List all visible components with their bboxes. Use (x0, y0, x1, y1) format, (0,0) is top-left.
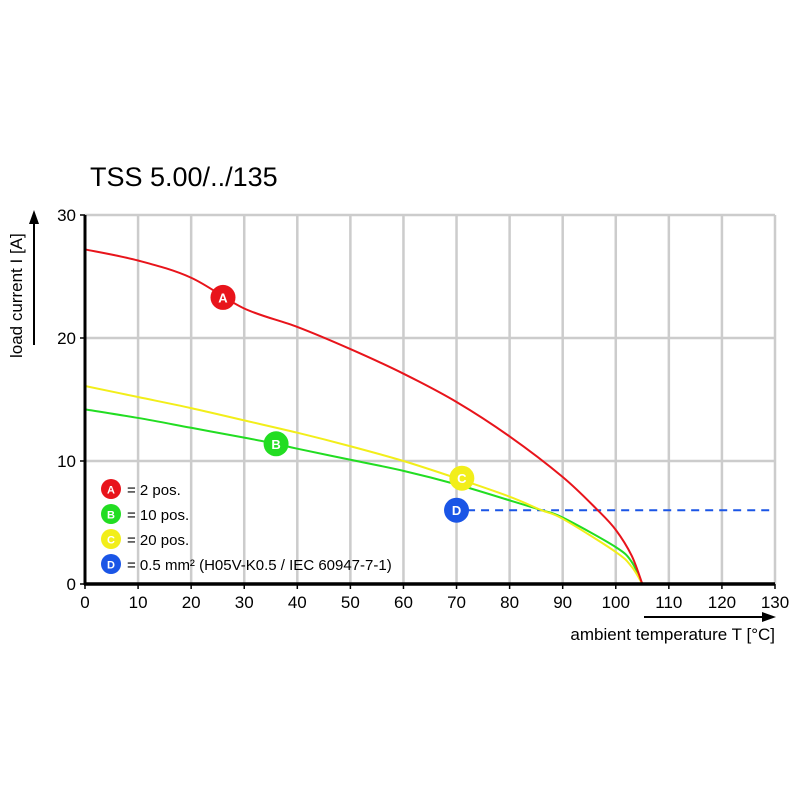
legend-A-marker (101, 479, 121, 499)
series-C-line (84, 384, 644, 585)
x-tick-label: 40 (288, 593, 307, 612)
series-A-line (84, 248, 644, 585)
series-A-marker (210, 284, 236, 310)
series-A-marker-label: A (218, 290, 228, 305)
legend-C-marker (101, 529, 121, 549)
y-tick-label: 20 (57, 329, 76, 348)
legend-A-letter: A (107, 485, 115, 497)
x-axis-arrow (644, 612, 776, 622)
x-tick-label: 20 (182, 593, 201, 612)
x-tick-label: 120 (708, 593, 736, 612)
legend-C-label: = 20 pos. (127, 532, 189, 549)
legend-D-label: = 0.5 mm² (H05V-K0.5 / IEC 60947-7-1) (127, 557, 392, 574)
series-B-marker (263, 431, 289, 457)
y-tick-label: 30 (57, 206, 76, 225)
x-tick-label: 60 (394, 593, 413, 612)
y-tick-label: 0 (67, 575, 76, 594)
legend-D-letter: D (107, 560, 115, 572)
series-B-line (84, 408, 644, 585)
legend-C-letter: C (107, 535, 115, 547)
x-tick-label: 50 (341, 593, 360, 612)
x-tick-label: 70 (447, 593, 466, 612)
y-axis-label: load current I [A] (7, 233, 26, 358)
legend-D-marker (101, 554, 121, 574)
legend-B-label: = 10 pos. (127, 507, 189, 524)
legend-B-letter: B (107, 510, 115, 522)
x-tick-label: 0 (80, 593, 89, 612)
x-tick-label: 90 (553, 593, 572, 612)
series-C-marker (449, 465, 475, 491)
x-tick-label: 130 (761, 593, 789, 612)
x-tick-label: 110 (655, 593, 682, 612)
y-axis-arrow (29, 210, 39, 345)
x-tick-label: 100 (602, 593, 630, 612)
x-tick-label: 30 (235, 593, 254, 612)
chart-title: TSS 5.00/../135 (90, 162, 278, 192)
legend-B-marker (101, 504, 121, 524)
x-tick-label: 10 (129, 593, 148, 612)
series-D-marker-label: D (452, 503, 461, 518)
y-tick-label: 10 (57, 452, 76, 471)
legend-A-label: = 2 pos. (127, 482, 181, 499)
series-C-marker-label: C (457, 471, 467, 486)
series-B-marker-label: B (271, 437, 280, 452)
series-D-marker (444, 497, 470, 523)
x-tick-label: 80 (500, 593, 519, 612)
x-axis-label: ambient temperature T [°C] (570, 625, 775, 644)
